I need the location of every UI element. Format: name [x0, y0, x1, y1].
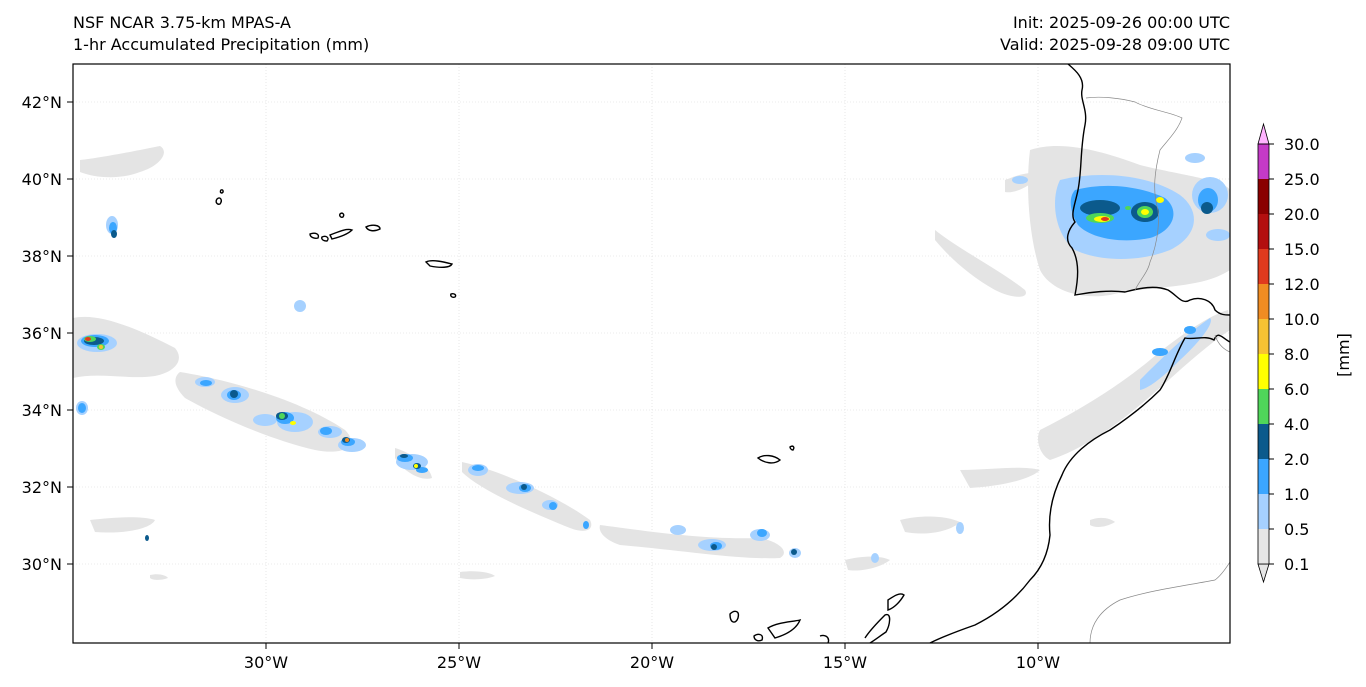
colorbar-tick-label: 2.0	[1284, 450, 1309, 469]
colorbar-extend-high	[1257, 122, 1270, 145]
lon-tick-label: 25°W	[437, 653, 481, 672]
model-name: NSF NCAR 3.75-km MPAS-A	[73, 13, 291, 32]
colorbar-band	[1258, 319, 1269, 354]
colorbar-tick-label: 1.0	[1284, 485, 1309, 504]
colorbar-band	[1258, 284, 1269, 319]
map-title-right: Init: 2025-09-26 00:00 UTC Valid: 2025-0…	[1000, 12, 1230, 56]
colorbar-tick-label: 6.0	[1284, 380, 1309, 399]
lat-tick-label: 30°N	[22, 555, 62, 574]
colorbar-band	[1258, 214, 1269, 249]
colorbar-tick-label: 15.0	[1284, 240, 1320, 259]
colorbar-tick-label: 8.0	[1284, 345, 1309, 364]
colorbar-band	[1258, 424, 1269, 459]
lon-tick-label: 30°W	[244, 653, 288, 672]
lat-tick-label: 40°N	[22, 170, 62, 189]
lat-tick-label: 34°N	[22, 401, 62, 420]
lat-tick-label: 38°N	[22, 247, 62, 266]
colorbar-band	[1258, 179, 1269, 214]
colorbar-tick-label: 10.0	[1284, 310, 1320, 329]
lat-axis: 42°N 40°N 38°N 36°N 34°N 32°N 30°N	[22, 93, 73, 574]
colorbar-band	[1258, 389, 1269, 424]
colorbar-tick-label: 12.0	[1284, 275, 1320, 294]
map-title-left: NSF NCAR 3.75-km MPAS-A 1-hr Accumulated…	[73, 12, 369, 56]
colorbar-tick-label: 30.0	[1284, 135, 1320, 154]
lon-tick-label: 10°W	[1016, 653, 1060, 672]
colorbar-band	[1258, 494, 1269, 529]
lon-axis: 30°W 25°W 20°W 15°W 10°W	[244, 643, 1060, 672]
colorbar-band	[1258, 249, 1269, 284]
colorbar-band	[1258, 529, 1269, 564]
lon-tick-label: 20°W	[630, 653, 674, 672]
colorbar-band	[1258, 459, 1269, 494]
colorbar: 0.1 0.5 1.0 2.0 4.0 6.0 8.0 10.0 12.0 15.0 20.0 25.…	[1257, 122, 1320, 584]
colorbar-tick-label: 20.0	[1284, 205, 1320, 224]
colorbar-extend-low	[1257, 563, 1270, 584]
precip-heavy	[84, 197, 1164, 468]
colorbar-band	[1258, 354, 1269, 389]
colorbar-unit-label: [mm]	[1334, 333, 1353, 377]
lat-tick-label: 42°N	[22, 93, 62, 112]
field-name: 1-hr Accumulated Precipitation (mm)	[73, 35, 370, 54]
precip-light-blue	[76, 153, 1230, 563]
lat-tick-label: 32°N	[22, 478, 62, 497]
lat-tick-label: 36°N	[22, 324, 62, 343]
country-borders	[1085, 96, 1231, 644]
valid-time: Valid: 2025-09-28 09:00 UTC	[999, 35, 1230, 54]
lon-tick-label: 15°W	[823, 653, 867, 672]
colorbar-tick-label: 4.0	[1284, 415, 1309, 434]
init-time: Init: 2025-09-26 00:00 UTC	[1012, 13, 1230, 32]
colorbar-tick-label: 0.1	[1284, 555, 1309, 574]
colorbar-tick-label: 25.0	[1284, 170, 1320, 189]
colorbar-band	[1258, 144, 1269, 179]
colorbar-tick-label: 0.5	[1284, 520, 1309, 539]
coastlines	[215, 63, 1231, 644]
